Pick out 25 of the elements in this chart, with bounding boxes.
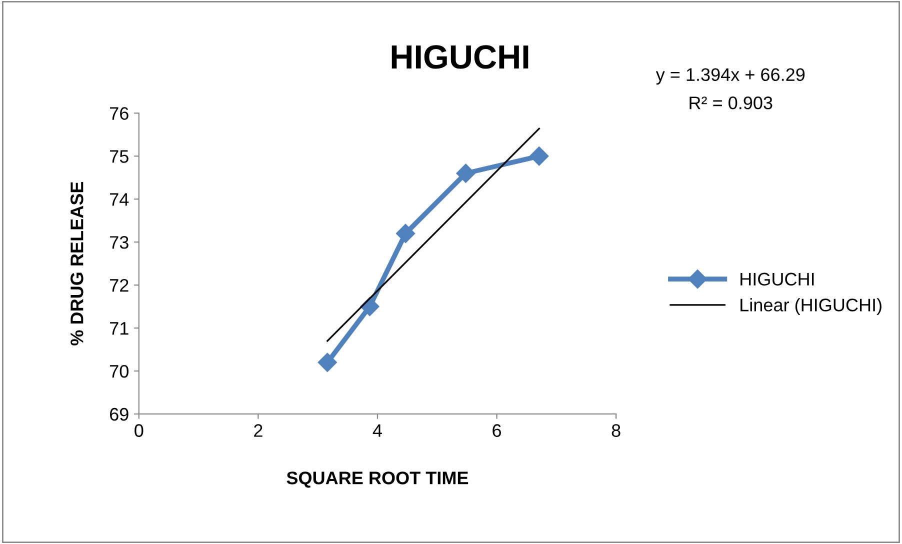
y-tick-label: 69 [110,408,128,421]
x-axis-title: SQUARE ROOT TIME [286,472,468,488]
point [360,297,380,316]
y-tick-label: 72 [110,278,128,292]
x-tick-label: 6 [492,424,502,437]
y-tick-label: 75 [110,150,128,163]
point [318,352,337,372]
point [396,224,416,244]
point [530,146,549,166]
text: y = 1.394x + 66.29 [656,68,805,85]
y-tick-label: 73 [110,236,128,249]
chart-title: HIGUCHI [392,45,528,69]
x-tick-label: 2 [254,424,262,437]
legend-label: Linear (HIGUCHI) [740,298,882,315]
point [456,164,476,183]
legend-label: HIGUCHI [740,272,814,286]
text: R² = 0.903 [690,96,772,110]
y-axis-title: % DRUG RELEASE [70,182,84,346]
y-tick-label: 74 [110,193,129,206]
y-tick-label: 76 [110,107,128,120]
x-tick-label: 8 [612,424,620,437]
y-tick-label: 70 [110,364,128,378]
y-tick-label: 71 [110,322,128,335]
x-tick-label: 4 [372,424,382,437]
x-tick-label: 0 [134,424,144,437]
